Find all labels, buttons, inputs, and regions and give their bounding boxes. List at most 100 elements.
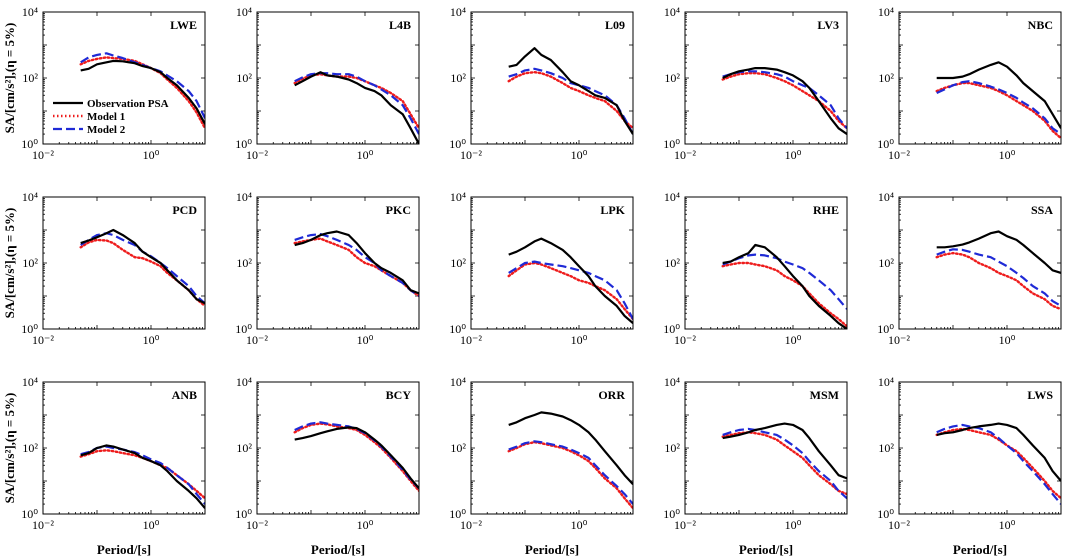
panel-title: PKC [386,203,411,217]
series-observation-line [294,426,419,490]
panel-frame [684,381,848,515]
series-model-2-line [80,52,205,119]
y-tick-label: 10⁴ [878,375,894,389]
x-axis-labels: Period/[s] Period/[s] Period/[s] Period/[s]… [97,542,1007,557]
x-axis-label: Period/[s] [97,542,151,557]
panel-title: NBC [1028,18,1053,32]
series-model-1-line [935,251,1061,311]
x-tick-label: 10⁻² [460,333,482,347]
panel-frame [470,381,634,515]
series-model-2-line [294,421,419,490]
panel-frame [256,11,420,145]
series-model-1-line [79,238,205,308]
x-axis-label: Period/[s] [311,542,365,557]
panel-title: BCY [386,388,412,402]
y-tick-label: 10² [664,71,680,85]
y-tick-label: 10⁴ [450,190,466,204]
series-model-1-line [935,427,1061,500]
series-model-2-line [508,260,633,320]
series-model-2-line [80,232,205,305]
y-tick-label: 10² [236,441,252,455]
x-tick-label: 10⁻² [674,333,696,347]
panel-frame [42,11,206,145]
panel-frame [898,11,1062,145]
series-model-2-line [294,233,419,297]
series-model-1-line [507,70,633,130]
series-model-1-line [935,81,1061,140]
series-lines [507,411,633,510]
x-tick-label: 10⁰ [571,148,588,162]
y-tick-label: 10⁴ [450,5,466,19]
x-tick-label: 10⁰ [357,148,374,162]
x-tick-label: 10⁻² [888,148,910,162]
x-tick-label: 10⁰ [143,148,160,162]
y-tick-label: 10⁰ [877,507,894,521]
panel-title: ORR [598,388,625,402]
y-tick-label: 10⁰ [663,507,680,521]
y-tick-label: 10⁴ [22,190,38,204]
y-tick-label: 10⁰ [663,137,680,151]
series-model-1-line [721,71,847,130]
y-tick-label: 10² [664,441,680,455]
y-tick-label: 10⁴ [664,190,680,204]
series-model-2-line [722,427,847,500]
series-observation-line [508,237,633,325]
x-tick-label: 10⁰ [785,333,802,347]
series-model-2-line [294,72,419,135]
series-observation-line [80,444,205,509]
x-tick-label: 10⁰ [999,518,1016,532]
series-observation-line [80,59,205,125]
series-model-2-line [508,67,633,135]
y-tick-label: 10⁰ [235,322,252,336]
y-tick-label: 10² [450,256,466,270]
x-tick-label: 10⁰ [999,333,1016,347]
series-lines [507,47,633,135]
y-tick-label: 10⁴ [664,5,680,19]
panel-frame [42,196,206,330]
y-tick-label: 10² [236,256,252,270]
y-tick-label: 10² [22,71,38,85]
x-tick-label: 10⁻² [888,333,910,347]
panel-frame [256,196,420,330]
x-tick-label: 10⁰ [785,518,802,532]
x-tick-label: 10⁰ [785,148,802,162]
panel-title: ANB [172,388,197,402]
series-observation-line [722,66,847,136]
series-model-2-line [936,423,1061,505]
x-tick-label: 10⁰ [999,148,1016,162]
y-tick-label: 10² [236,71,252,85]
series-model-2-line [936,248,1061,307]
y-tick-label: 10⁴ [236,190,252,204]
x-tick-label: 10⁰ [357,333,374,347]
series-observation-line [294,71,419,144]
series-observation-line [294,230,419,295]
series-lines [293,71,419,144]
x-tick-label: 10⁰ [143,518,160,532]
legend-model-1-label: Model 1 [87,111,125,123]
y-tick-label: 10² [878,441,894,455]
series-lines [293,230,419,298]
x-tick-label: 10⁰ [571,518,588,532]
panel-title: LV3 [817,18,839,32]
y-tick-label: 10⁴ [236,375,252,389]
series-lines [79,52,205,130]
series-model-2-line [508,440,633,505]
y-tick-label: 10⁴ [22,375,38,389]
series-observation-line [722,243,847,329]
y-axis-label: SA/[cm/s²],(η = 5%) [2,23,17,134]
x-tick-label: 10⁻² [460,148,482,162]
panel-title: RHE [813,203,839,217]
y-tick-label: 10² [22,256,38,270]
panel-frame [256,381,420,515]
y-tick-label: 10⁰ [235,507,252,521]
x-axis-label: Period/[s] [739,542,793,557]
